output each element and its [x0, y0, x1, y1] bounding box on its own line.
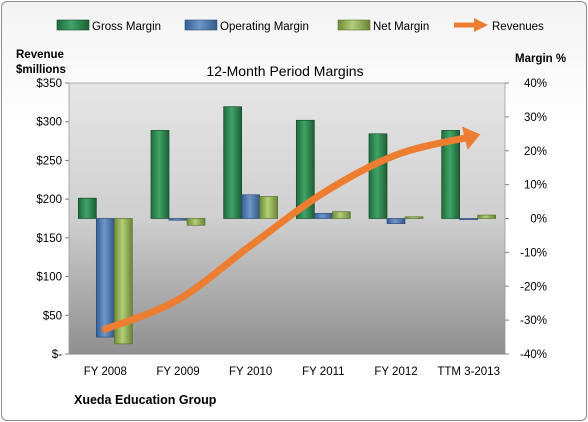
category-label: TTM 3-2013: [437, 366, 500, 378]
category-label: FY 2010: [229, 366, 272, 378]
bars-layer: [77, 106, 497, 345]
left-axis-title-line1: Revenue: [16, 49, 64, 61]
left-tick-label: $300: [36, 117, 62, 129]
bar-gross-margin: [150, 130, 170, 219]
left-tick-label: $-: [52, 349, 62, 361]
right-tick-label: 0%: [530, 214, 547, 226]
bar-gross-margin: [441, 130, 461, 219]
chart-title: 12-Month Period Margins: [206, 63, 363, 79]
bar-operating-margin: [168, 218, 188, 221]
category-label: FY 2008: [84, 366, 127, 378]
right-axis-title: Margin %: [515, 53, 566, 65]
right-tick-label: -10%: [520, 247, 547, 259]
bar-gross-margin: [223, 106, 243, 219]
bar-gross-margin: [295, 119, 315, 219]
bar-operating-margin: [95, 218, 115, 338]
bar-net-margin: [331, 211, 351, 219]
bar-net-margin: [186, 218, 206, 226]
bar-net-margin: [259, 196, 279, 219]
legend-item-operating-margin: Operating Margin: [184, 19, 309, 33]
left-tick-label: $350: [36, 78, 62, 90]
bar-net-margin: [113, 218, 133, 345]
legend-label-revenues: Revenues: [492, 21, 544, 33]
legend-label-gross-margin: Gross Margin: [92, 21, 161, 33]
legend-label-net-margin: Net Margin: [373, 21, 429, 33]
bar-net-margin: [404, 216, 424, 219]
legend-item-net-margin: Net Margin: [337, 19, 429, 33]
left-tick-label: $100: [36, 272, 62, 284]
bar-net-margin: [477, 214, 497, 219]
legend: Gross Margin Operating Margin Net Margin…: [56, 18, 544, 33]
category-label: FY 2009: [156, 366, 199, 378]
bar-operating-margin: [386, 218, 406, 224]
right-tick-label: -40%: [520, 349, 547, 361]
left-tick-label: $150: [36, 233, 62, 245]
category-label: FY 2011: [302, 366, 344, 378]
company-name: Xueda Education Group: [74, 393, 217, 407]
left-tick-label: $250: [36, 155, 62, 167]
bar-operating-margin: [241, 194, 261, 219]
revenues-line-layer: [101, 126, 481, 333]
left-axis-title-line2: $millions: [16, 64, 66, 76]
legend-arrow-revenues: [474, 18, 488, 32]
revenues-arrowhead: [461, 126, 481, 150]
right-tick-label: 40%: [524, 78, 547, 90]
legend-item-revenues: Revenues: [454, 18, 544, 33]
right-axis: -40% -30% -20% -10% 0% 10% 20% 30% 40%: [505, 78, 547, 361]
bar-operating-margin: [313, 213, 333, 219]
right-tick-label: 10%: [524, 180, 547, 192]
category-axis: FY 2008 FY 2009 FY 2010 FY 2011 FY 2012 TTM 3…: [84, 366, 500, 378]
bar-gross-margin: [368, 133, 388, 219]
right-tick-label: -30%: [520, 315, 547, 327]
right-tick-label: 20%: [524, 146, 547, 158]
legend-label-operating-margin: Operating Margin: [220, 21, 309, 33]
bar-gross-margin: [77, 197, 97, 219]
category-label: FY 2012: [374, 366, 417, 378]
revenues-line: [101, 133, 473, 333]
left-tick-label: $200: [36, 194, 62, 206]
left-axis: $- $50 $100 $150 $200 $250 $300 $350: [36, 78, 69, 361]
right-tick-label: -20%: [520, 281, 547, 293]
bar-operating-margin: [459, 218, 479, 220]
legend-item-gross-margin: Gross Margin: [56, 19, 161, 33]
left-tick-label: $50: [43, 310, 62, 322]
right-tick-label: 30%: [524, 112, 547, 124]
